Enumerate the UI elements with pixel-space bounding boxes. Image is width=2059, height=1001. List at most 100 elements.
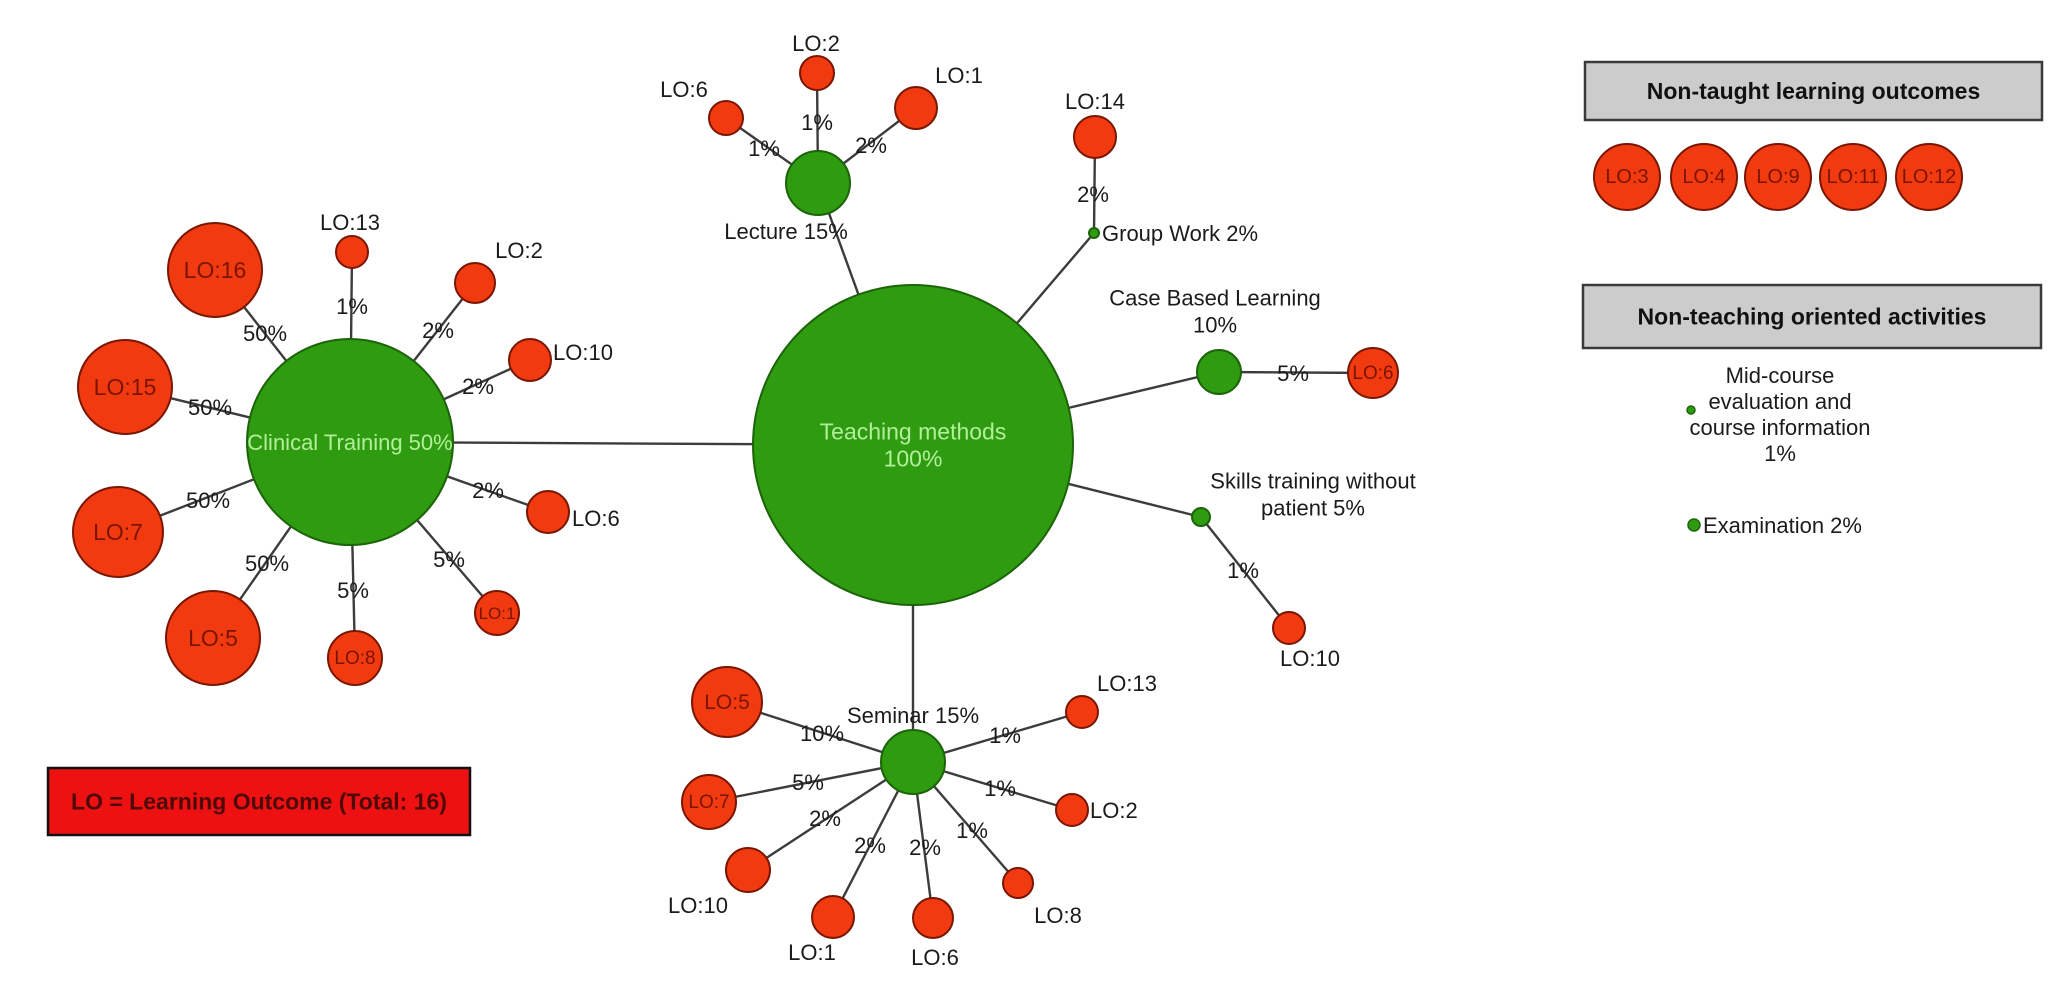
label-sk_lo10: LO:10 — [1280, 646, 1340, 671]
label-ct_lo2: LO:2 — [495, 238, 543, 263]
label-gw: Group Work 2% — [1102, 221, 1258, 246]
node-ct_lo15 — [77, 339, 173, 435]
edge-label-sem-sem_lo2: 1% — [984, 776, 1016, 801]
label-lec_lo2: LO:2 — [792, 31, 840, 56]
edge-label-lec-lec_lo1: 2% — [855, 133, 887, 158]
edge-label-lec-lec_lo2: 1% — [801, 110, 833, 135]
legend-circle-lo-3 — [1593, 143, 1661, 211]
node-sem_lo10 — [725, 847, 771, 893]
label-ct_lo8: LO:8 — [334, 648, 375, 669]
label-ct: Clinical Training 50% — [247, 430, 452, 455]
node-ct — [246, 338, 454, 546]
edge-label-sem-sem_lo7: 5% — [792, 770, 824, 795]
node-sem_lo5 — [691, 666, 763, 738]
legend-circle-lo-11 — [1819, 143, 1887, 211]
node-sem — [880, 729, 946, 795]
legend-circle-lo-12 — [1895, 143, 1963, 211]
legend-circle-label-lo-12: LO:12 — [1902, 166, 1956, 188]
edge-label-cbl-cbl_lo6: 5% — [1277, 361, 1309, 386]
node-ct_lo1 — [474, 590, 520, 636]
node-cbl — [1196, 349, 1242, 395]
node-ct_lo8 — [327, 630, 383, 686]
label-ct_lo7: LO:7 — [93, 519, 143, 545]
legend-item-examination-dot — [1687, 518, 1701, 532]
label-ct_lo5: LO:5 — [188, 625, 238, 651]
node-lec_lo2 — [799, 55, 835, 91]
legend-circle-lo-4 — [1670, 143, 1738, 211]
node-ct_lo2 — [454, 262, 496, 304]
node-gw — [1088, 227, 1100, 239]
node-gw_lo14 — [1073, 115, 1117, 159]
edge-label-ct-ct_lo5: 50% — [245, 551, 289, 576]
label-sem_lo8: LO:8 — [1034, 903, 1082, 928]
label-sem_lo6: LO:6 — [911, 945, 959, 970]
node-sem_lo2 — [1055, 793, 1089, 827]
edge-label-lec-lec_lo6: 1% — [748, 136, 780, 161]
legend-item-mid-course-evaluation-text: Mid-course evaluation and course informati… — [1690, 363, 1871, 466]
label-ct_lo6: LO:6 — [572, 506, 620, 531]
edge-label-gw-gw_lo14: 2% — [1077, 182, 1109, 207]
label-ct_lo10: LO:10 — [553, 340, 613, 365]
edge-label-ct-ct_lo2: 2% — [422, 318, 454, 343]
node-ct_lo13 — [335, 235, 369, 269]
node-lec_lo6 — [708, 100, 744, 136]
label-ct_lo16: LO:16 — [184, 257, 247, 283]
edge-label-ct-ct_lo10: 2% — [462, 374, 494, 399]
legend-circle-label-lo-11: LO:11 — [1827, 166, 1880, 188]
node-sk_lo10 — [1272, 611, 1306, 645]
label-lec: Lecture 15% — [724, 219, 848, 244]
label-tm: Teaching methods 100% — [820, 419, 1007, 472]
node-sk — [1191, 507, 1211, 527]
node-ct_lo10 — [508, 338, 552, 382]
node-ct_lo6 — [526, 490, 570, 534]
edge-sem-sem_lo7 — [708, 760, 914, 804]
node-sem_lo6 — [912, 897, 954, 939]
note-box — [46, 766, 472, 837]
label-sem_lo7: LO:7 — [688, 792, 729, 813]
node-ct_lo7 — [72, 486, 164, 578]
legend-non-teaching-box — [1581, 283, 2043, 350]
node-ct_lo5 — [165, 590, 261, 686]
note-text: LO = Learning Outcome (Total: 16) — [71, 789, 447, 815]
legend-item-examination-text: Examination 2% — [1703, 513, 1862, 538]
label-lec_lo1: LO:1 — [935, 63, 983, 88]
edge-label-ct-ct_lo15: 50% — [188, 395, 232, 420]
label-gw_lo14: LO:14 — [1065, 89, 1125, 114]
label-lec_lo6: LO:6 — [660, 77, 708, 102]
edge-label-ct-ct_lo7: 50% — [186, 488, 230, 513]
edge-label-ct-ct_lo16: 50% — [243, 321, 287, 346]
label-sk: Skills training without patient 5% — [1210, 468, 1415, 520]
label-sem_lo5: LO:5 — [704, 691, 750, 714]
edge-label-sem-sem_lo5: 10% — [800, 721, 844, 746]
edge-label-sem-sem_lo13: 1% — [989, 723, 1021, 748]
edge-label-sem-sem_lo10: 2% — [809, 806, 841, 831]
legend-circle-label-lo-9: LO:9 — [1756, 166, 1799, 188]
legend-non-teaching-title: Non-teaching oriented activities — [1638, 304, 1987, 330]
label-ct_lo13: LO:13 — [320, 210, 380, 235]
node-lec_lo1 — [894, 86, 938, 130]
node-tm — [752, 284, 1074, 606]
edge-label-ct-ct_lo13: 1% — [336, 294, 368, 319]
edge-label-ct-ct_lo1: 5% — [433, 547, 465, 572]
label-ct_lo1: LO:1 — [479, 604, 516, 623]
edge-sk-sk_lo10 — [1200, 516, 1290, 629]
node-sem_lo8 — [1002, 867, 1034, 899]
edge-label-sk-sk_lo10: 1% — [1227, 558, 1259, 583]
label-cbl_lo6: LO:6 — [1352, 363, 1393, 384]
label-sem_lo2: LO:2 — [1090, 798, 1138, 823]
node-lec — [785, 150, 851, 216]
legend-circle-lo-9 — [1744, 143, 1812, 211]
node-sem_lo13 — [1065, 695, 1099, 729]
label-sem: Seminar 15% — [847, 703, 979, 728]
edge-label-ct-ct_lo8: 5% — [337, 578, 369, 603]
legend-item-mid-course-evaluation-dot — [1686, 405, 1696, 415]
label-ct_lo15: LO:15 — [94, 374, 157, 400]
edge-label-sem-sem_lo1: 2% — [854, 833, 886, 858]
label-sem_lo1: LO:1 — [788, 940, 836, 965]
node-sem_lo7 — [681, 774, 737, 830]
node-cbl_lo6 — [1347, 347, 1399, 399]
legend-circle-label-lo-4: LO:4 — [1682, 166, 1725, 188]
legend-circle-label-lo-3: LO:3 — [1605, 166, 1648, 188]
